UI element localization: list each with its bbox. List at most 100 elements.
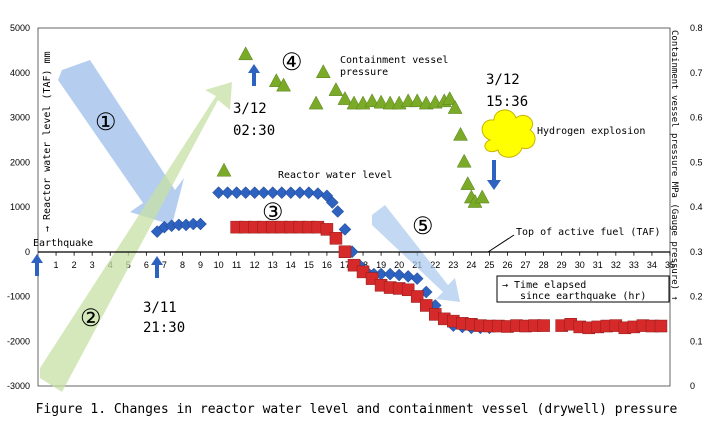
left-tick-label: 3000 bbox=[10, 113, 30, 123]
t3-time: 15:36 bbox=[486, 94, 528, 110]
figure-caption: Figure 1. Changes in reactor water level… bbox=[35, 402, 678, 417]
data-point bbox=[239, 186, 253, 200]
water-level-label: Reactor water level bbox=[278, 170, 392, 181]
data-point bbox=[275, 186, 289, 200]
data-point bbox=[442, 91, 458, 105]
data-point bbox=[409, 93, 425, 108]
t2-time: 02:30 bbox=[233, 123, 275, 139]
x-tick-label: 7 bbox=[162, 260, 167, 270]
x-axis-ticks: 1234567891011121314151617181920212223242… bbox=[54, 251, 675, 270]
taf-pointer bbox=[487, 234, 515, 253]
series-3 bbox=[216, 46, 490, 208]
marker-number-3: ③ bbox=[262, 198, 284, 226]
x-tick-label: 2 bbox=[72, 260, 77, 270]
marker-number-1: ① bbox=[95, 108, 117, 136]
x-tick-label: 8 bbox=[180, 260, 185, 270]
x-tick-label: 17 bbox=[340, 260, 350, 270]
x-tick-label: 32 bbox=[611, 260, 621, 270]
t1-arrow bbox=[151, 256, 163, 278]
data-point bbox=[221, 186, 234, 200]
data-point bbox=[315, 64, 331, 78]
pressure-label-line1: Containment vessel bbox=[340, 55, 448, 66]
x-tick-label: 29 bbox=[557, 260, 567, 270]
x-tick-label: 27 bbox=[521, 260, 531, 270]
x-tick-label: 6 bbox=[144, 260, 149, 270]
pressure-label-line2: pressure bbox=[340, 67, 388, 78]
x-tick-label: 13 bbox=[268, 260, 278, 270]
x-tick-label: 23 bbox=[448, 260, 458, 270]
data-point bbox=[230, 186, 243, 200]
earthquake-label: Earthquake bbox=[33, 238, 93, 249]
x-tick-label: 19 bbox=[376, 260, 386, 270]
t3-date: 3/12 bbox=[486, 72, 520, 88]
data-point bbox=[248, 186, 262, 200]
data-point bbox=[325, 196, 339, 209]
left-tick-label: 4000 bbox=[10, 68, 30, 78]
x-tick-label: 15 bbox=[304, 260, 314, 270]
data-point bbox=[373, 94, 389, 109]
left-tick-label: -3000 bbox=[7, 381, 30, 391]
t1-date: 3/11 bbox=[143, 300, 177, 316]
x-tick-label: 34 bbox=[647, 260, 657, 270]
right-tick-label: 0.2 bbox=[690, 292, 703, 302]
data-point bbox=[474, 189, 490, 204]
right-tick-label: 0.7 bbox=[690, 68, 703, 78]
marker-number-4: ④ bbox=[281, 48, 303, 76]
data-point bbox=[337, 91, 353, 105]
data-point bbox=[302, 186, 316, 200]
data-point bbox=[268, 73, 284, 87]
data-point bbox=[654, 319, 668, 333]
x-tick-label: 11 bbox=[232, 260, 241, 270]
left-tick-label: 5000 bbox=[10, 23, 30, 33]
data-point bbox=[216, 162, 232, 177]
data-point bbox=[266, 186, 280, 200]
left-tick-label: 2000 bbox=[10, 157, 30, 167]
x-tick-label: 10 bbox=[214, 260, 224, 270]
data-point bbox=[453, 126, 468, 141]
data-point bbox=[308, 95, 324, 110]
data-point bbox=[410, 272, 424, 285]
left-tick-label: -1000 bbox=[7, 292, 30, 302]
x-tick-label: 22 bbox=[430, 260, 440, 270]
data-point bbox=[329, 232, 343, 245]
data-point bbox=[456, 153, 472, 168]
data-point bbox=[401, 270, 415, 283]
right-axis-label: Containment vessel pressure MPa (Gauge p… bbox=[669, 30, 679, 301]
explosion-cloud-icon bbox=[481, 109, 536, 190]
x-tick-label: 1 bbox=[54, 260, 59, 270]
right-tick-label: 0.1 bbox=[690, 336, 703, 346]
data-point bbox=[276, 77, 291, 92]
data-point bbox=[383, 267, 397, 281]
data-point bbox=[238, 46, 254, 61]
data-point bbox=[194, 217, 207, 231]
arrow-5-blue bbox=[372, 205, 460, 302]
data-point bbox=[392, 268, 406, 282]
right-axis-ticks: 0 0.1 0.2 0.3 0.4 0.5 0.6 0.7 0.8 bbox=[690, 23, 703, 391]
x-tick-label: 20 bbox=[394, 260, 404, 270]
series-layer bbox=[150, 46, 668, 335]
right-tick-label: 0.4 bbox=[690, 202, 703, 212]
t2-date: 3/12 bbox=[233, 101, 267, 117]
x-tick-label: 30 bbox=[575, 260, 585, 270]
explosion-label: Hydrogen explosion bbox=[537, 126, 645, 137]
x-tick-label: 16 bbox=[322, 260, 332, 270]
series-2 bbox=[230, 220, 668, 335]
data-point bbox=[338, 245, 352, 258]
data-point bbox=[537, 319, 550, 332]
data-point bbox=[212, 186, 225, 200]
left-tick-label: -2000 bbox=[7, 336, 30, 346]
t2-arrow bbox=[248, 64, 260, 86]
left-tick-label: 0 bbox=[25, 247, 30, 257]
left-tick-label: 1000 bbox=[10, 202, 30, 212]
earthquake-arrow bbox=[31, 254, 43, 276]
x-tick-label: 12 bbox=[250, 260, 260, 270]
plot-area bbox=[37, 27, 671, 387]
data-point bbox=[328, 82, 344, 96]
x-tick-label: 3 bbox=[90, 260, 95, 270]
right-tick-label: 0.5 bbox=[690, 157, 703, 167]
data-point bbox=[447, 100, 463, 114]
marker-number-5: ⑤ bbox=[412, 212, 434, 240]
right-tick-label: 0.3 bbox=[690, 247, 703, 257]
x-tick-label: 9 bbox=[198, 260, 203, 270]
x-tick-label: 14 bbox=[286, 260, 296, 270]
